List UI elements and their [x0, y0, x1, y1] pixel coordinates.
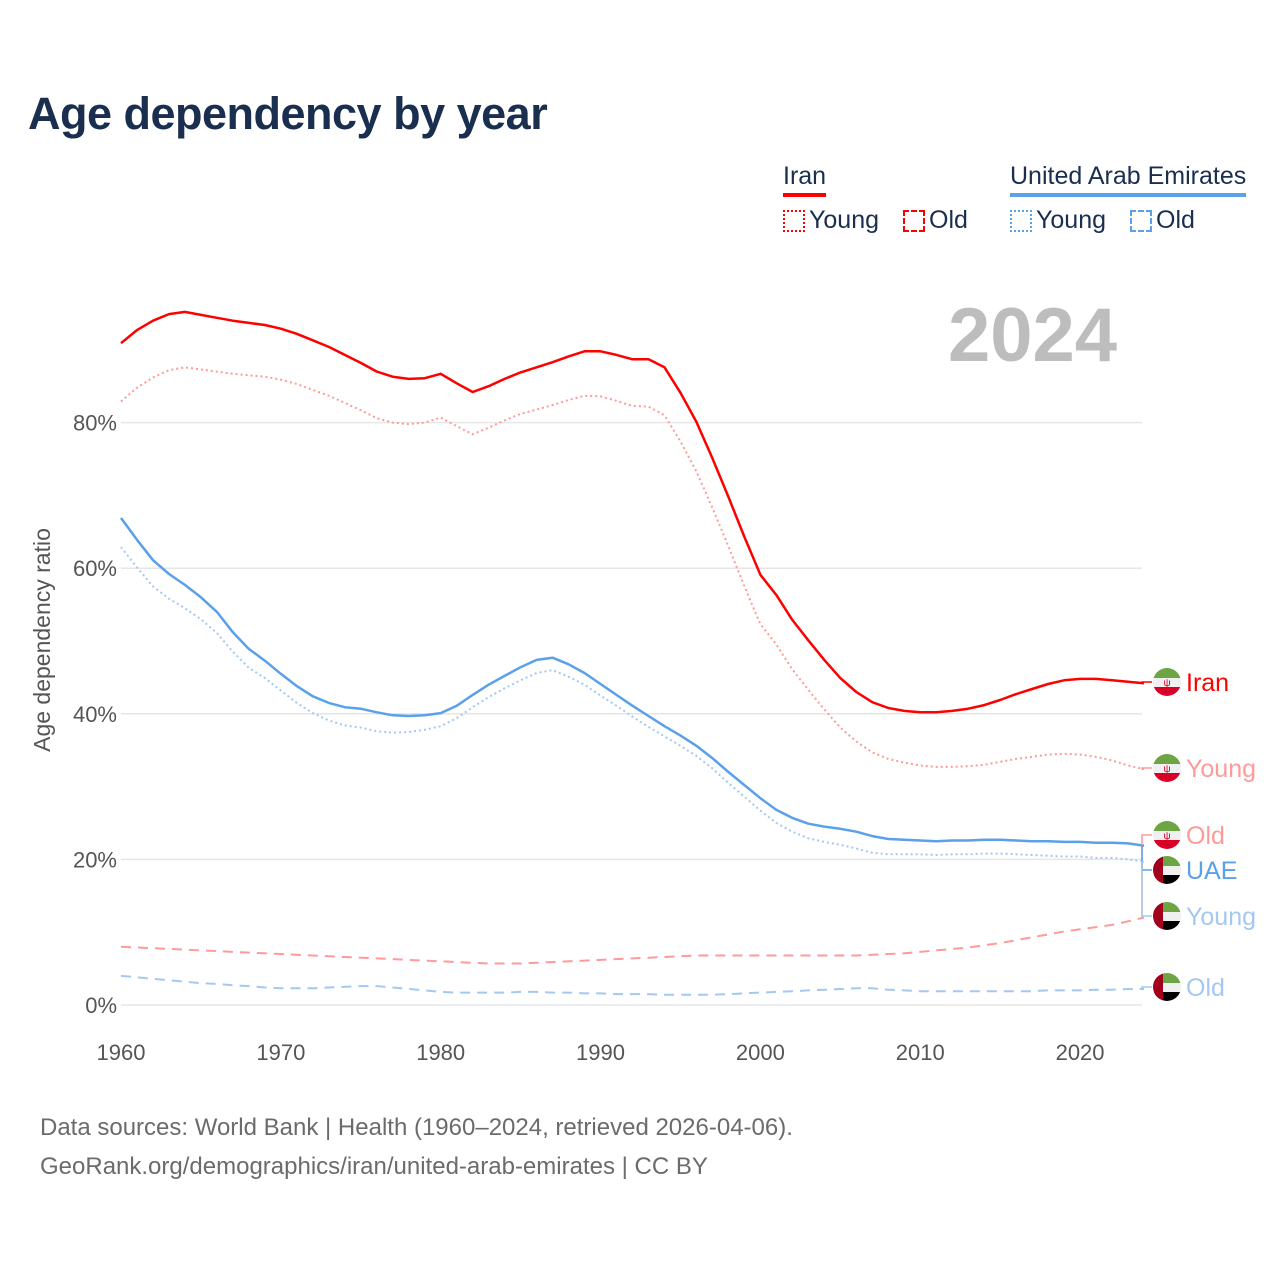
- flag-stripe: [1153, 973, 1163, 1001]
- label-connector: [1141, 860, 1152, 917]
- x-tick-label: 1960: [97, 1040, 146, 1065]
- end-label-uae-old: Old: [1186, 974, 1225, 1002]
- flag-stripe: [1153, 875, 1181, 884]
- x-tick-label: 1990: [576, 1040, 625, 1065]
- flag-stripe: [1153, 821, 1181, 831]
- legend-label: Young: [1036, 206, 1106, 234]
- series-line-uae-old: [120, 974, 1144, 996]
- flag-stripe: [1153, 856, 1163, 884]
- series-line-iran-old: [120, 916, 1145, 965]
- legend-group-uae[interactable]: United Arab Emirates: [1010, 162, 1247, 197]
- legend-label: Old: [929, 206, 968, 234]
- series-line-uae: [119, 517, 1145, 847]
- legend-item-iran-old[interactable]: Old: [903, 206, 968, 235]
- x-tick-label: 2020: [1056, 1040, 1105, 1065]
- x-tick-label: 2010: [896, 1040, 945, 1065]
- emblem: ψ: [1163, 678, 1170, 689]
- flag-stripe: [1153, 831, 1181, 840]
- uae-flag-icon: [1153, 856, 1181, 884]
- x-tick-label: 1970: [256, 1040, 305, 1065]
- iran-flag-icon: ψ: [1153, 821, 1181, 849]
- flag-stripe: [1153, 764, 1181, 773]
- y-tick-label: 80%: [73, 411, 117, 436]
- flag-stripe: [1153, 856, 1181, 866]
- legend-label: Young: [809, 206, 879, 234]
- legend-label: Old: [1156, 206, 1195, 234]
- flag-stripe: [1153, 754, 1181, 764]
- flag-stripe: [1153, 921, 1181, 930]
- flag-stripe: [1153, 912, 1181, 921]
- flag-stripe: [1153, 902, 1163, 930]
- end-label-iran: Iran: [1186, 669, 1229, 697]
- y-tick-label: 0%: [85, 993, 117, 1018]
- legend-item-uae-old[interactable]: Old: [1130, 206, 1195, 235]
- chart-title: Age dependency by year: [28, 88, 548, 139]
- current-year-label: 2024: [948, 293, 1118, 378]
- y-tick-label: 20%: [73, 847, 117, 872]
- source-url-link[interactable]: GeoRank.org/demographics/iran/united-ara…: [40, 1153, 708, 1180]
- label-connector: [1141, 681, 1152, 684]
- iran-flag-icon: ψ: [1153, 754, 1181, 782]
- flag-stripe: [1153, 840, 1181, 849]
- end-label-iran-young: Young: [1186, 755, 1256, 783]
- legend-item-iran-young[interactable]: Young: [783, 206, 879, 235]
- end-label-iran-old: Old: [1186, 822, 1225, 850]
- series-line-iran-young: [120, 366, 1145, 771]
- series-line-uae-young: [120, 546, 1145, 863]
- flag-stripe: [1153, 668, 1181, 678]
- x-tick-label: 2000: [736, 1040, 785, 1065]
- dashed-swatch-icon: [1130, 209, 1152, 232]
- label-connector: [1141, 834, 1152, 919]
- flag-stripe: [1153, 973, 1181, 983]
- label-connector: [1141, 986, 1152, 990]
- legend-country-iran: Iran: [783, 162, 827, 197]
- end-label-uae: UAE: [1186, 857, 1237, 885]
- uae-flag-icon: [1153, 973, 1181, 1001]
- flag-stripe: [1153, 902, 1181, 912]
- flag-stripe: [1153, 983, 1181, 992]
- uae-flag-icon: [1153, 902, 1181, 930]
- legend-item-uae-young[interactable]: Young: [1010, 206, 1106, 235]
- flag-stripe: [1153, 678, 1181, 687]
- legend-country-uae: United Arab Emirates: [1010, 162, 1247, 197]
- flag-stripe: [1153, 773, 1181, 782]
- dotted-swatch-icon: [783, 209, 805, 232]
- footer: Data sources: World Bank | Health (1960–…: [40, 1108, 793, 1186]
- series-line-iran: [120, 310, 1145, 714]
- y-tick-label: 60%: [73, 556, 117, 581]
- y-tick-label: 40%: [73, 702, 117, 727]
- flag-stripe: [1153, 866, 1181, 875]
- dashed-swatch-icon: [903, 209, 925, 232]
- x-tick-label: 1980: [416, 1040, 465, 1065]
- label-connector: [1141, 767, 1152, 770]
- flag-stripe: [1153, 992, 1181, 1001]
- y-axis-label: Age dependency ratio: [29, 528, 55, 752]
- data-source-text: Data sources: World Bank | Health (1960–…: [40, 1114, 793, 1141]
- emblem: ψ: [1163, 764, 1170, 775]
- label-connector: [1141, 844, 1152, 871]
- flag-stripe: [1153, 687, 1181, 696]
- emblem: ψ: [1163, 831, 1170, 842]
- legend-group-iran[interactable]: Iran: [783, 162, 827, 197]
- end-label-uae-young: Young: [1186, 903, 1256, 931]
- iran-flag-icon: ψ: [1153, 668, 1181, 696]
- dotted-swatch-icon: [1010, 209, 1032, 232]
